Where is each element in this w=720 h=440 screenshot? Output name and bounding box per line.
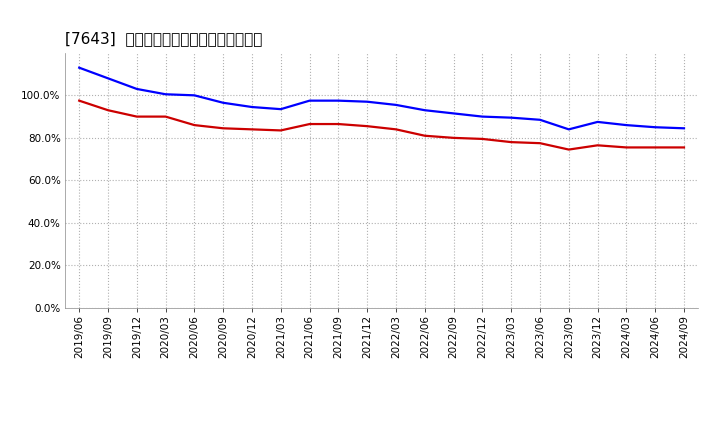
固定比率 bbox=[305, 98, 314, 103]
固定比率 bbox=[564, 127, 573, 132]
固定比率 bbox=[161, 92, 170, 97]
固定長期適合率 bbox=[248, 127, 256, 132]
固定比率 bbox=[420, 107, 429, 113]
固定長期適合率 bbox=[334, 121, 343, 127]
固定比率 bbox=[392, 102, 400, 107]
固定比率 bbox=[248, 104, 256, 110]
固定比率 bbox=[536, 117, 544, 122]
固定比率 bbox=[334, 98, 343, 103]
固定長期適合率 bbox=[392, 127, 400, 132]
固定長期適合率 bbox=[507, 139, 516, 145]
固定長期適合率 bbox=[680, 145, 688, 150]
Line: 固定比率: 固定比率 bbox=[79, 68, 684, 129]
固定長期適合率 bbox=[536, 140, 544, 146]
固定長期適合率 bbox=[564, 147, 573, 152]
固定比率 bbox=[132, 86, 141, 92]
固定比率 bbox=[478, 114, 487, 119]
固定長期適合率 bbox=[75, 98, 84, 103]
固定比率 bbox=[680, 126, 688, 131]
固定比率 bbox=[104, 76, 112, 81]
固定長期適合率 bbox=[104, 107, 112, 113]
固定比率 bbox=[363, 99, 372, 104]
固定比率 bbox=[593, 119, 602, 125]
固定長期適合率 bbox=[190, 122, 199, 128]
固定長期適合率 bbox=[420, 133, 429, 139]
固定長期適合率 bbox=[622, 145, 631, 150]
固定比率 bbox=[622, 122, 631, 128]
固定長期適合率 bbox=[478, 136, 487, 142]
固定比率 bbox=[219, 100, 228, 106]
固定長期適合率 bbox=[449, 135, 458, 140]
固定長期適合率 bbox=[219, 126, 228, 131]
固定比率 bbox=[276, 106, 285, 112]
固定長期適合率 bbox=[651, 145, 660, 150]
固定比率 bbox=[507, 115, 516, 120]
固定長期適合率 bbox=[593, 143, 602, 148]
固定比率 bbox=[75, 65, 84, 70]
固定長期適合率 bbox=[305, 121, 314, 127]
Text: [7643]  固定比率、固定長期適合率の推移: [7643] 固定比率、固定長期適合率の推移 bbox=[65, 31, 262, 46]
固定比率 bbox=[449, 111, 458, 116]
固定長期適合率 bbox=[363, 124, 372, 129]
固定長期適合率 bbox=[161, 114, 170, 119]
固定長期適合率 bbox=[276, 128, 285, 133]
Line: 固定長期適合率: 固定長期適合率 bbox=[79, 101, 684, 150]
固定長期適合率 bbox=[132, 114, 141, 119]
固定比率 bbox=[651, 125, 660, 130]
固定比率 bbox=[190, 93, 199, 98]
